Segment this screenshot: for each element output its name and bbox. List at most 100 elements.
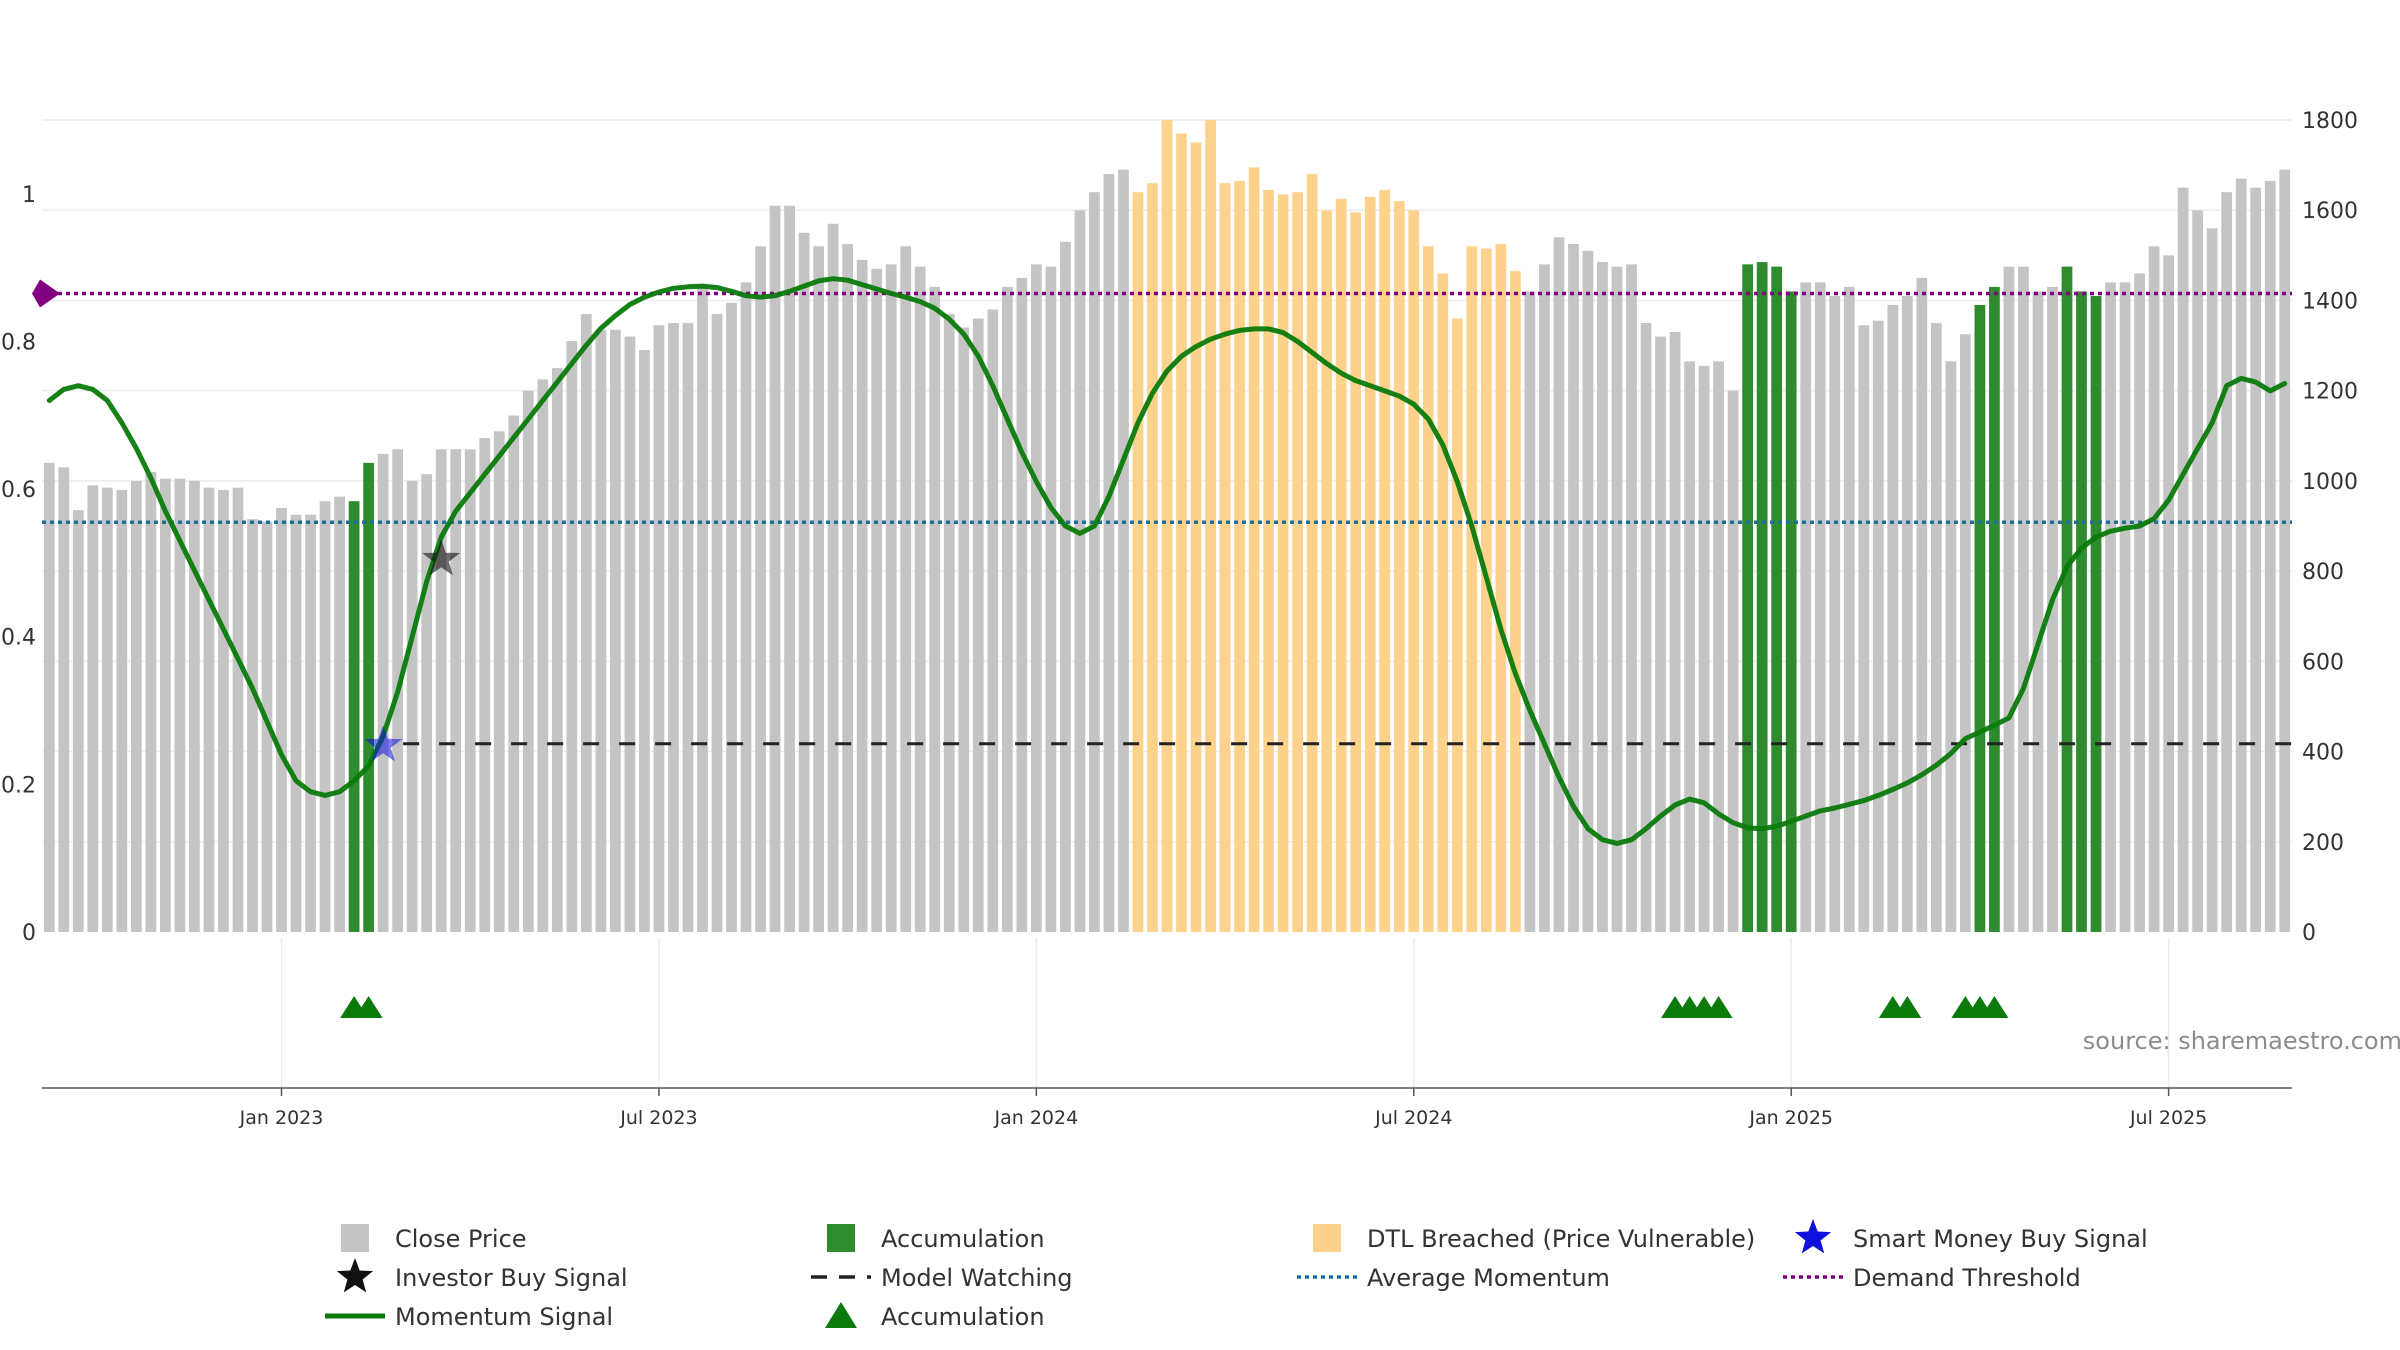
close-price-bar (697, 286, 708, 932)
close-price-bar (1887, 304, 1899, 932)
x-axis-tick-label: Jan 2024 (994, 1107, 1079, 1129)
momentum-layer (46, 276, 2288, 846)
close-price-bar (2003, 266, 2015, 933)
close-price-bar (464, 449, 476, 932)
left-axis-tick-label: 1 (22, 183, 36, 208)
close-price-bar (2221, 192, 2233, 932)
legend-item-smart_money: Smart Money Buy Signal (1794, 1219, 2148, 1254)
dtl-bar (1510, 271, 1521, 933)
right-axis-tick-label: 1600 (2302, 199, 2358, 224)
close-price-bar (610, 329, 621, 932)
dtl-bar (1248, 167, 1260, 932)
right-axis-tick-label: 200 (2302, 831, 2344, 856)
close-price-bar (189, 480, 200, 932)
close-price-bar (1727, 390, 1739, 933)
close-price-bar (1901, 295, 1913, 932)
accumulation-triangle (1980, 996, 2009, 1018)
close-price-bar (827, 223, 839, 932)
legend-label: Close Price (395, 1225, 527, 1253)
dtl-bar (1132, 192, 1144, 932)
close-price-bar (101, 487, 113, 932)
dtl-bar (1335, 198, 1347, 932)
accumulation-bar (2076, 291, 2087, 932)
accumulation-bar (1785, 291, 1797, 932)
right-axis-tick-label: 400 (2302, 741, 2344, 766)
legend-triangle (825, 1302, 857, 1328)
legend-label: Momentum Signal (395, 1303, 613, 1331)
close-price-bar (1684, 361, 1695, 932)
close-price-bar (145, 471, 157, 932)
close-price-bar (2018, 266, 2029, 933)
legend-label: Average Momentum (1367, 1264, 1610, 1292)
close-price-bar (639, 350, 650, 933)
close-price-bar (305, 514, 316, 932)
close-price-bar (726, 302, 737, 932)
close-price-bar (319, 501, 331, 932)
legend-label: Demand Threshold (1853, 1264, 2081, 1292)
close-price-bar (1640, 323, 1652, 932)
left-axis-tick-label: 0.2 (1, 773, 36, 798)
dtl-bar (1306, 174, 1318, 933)
close-price-bar (900, 246, 912, 933)
close-price-bar (987, 309, 999, 932)
dtl-bar (1437, 273, 1449, 932)
legend-label: Accumulation (881, 1225, 1045, 1253)
momentum-signal-line (46, 276, 2288, 846)
right-axis-tick-label: 600 (2302, 650, 2344, 675)
x-axis-tick-label: Jul 2025 (2129, 1107, 2207, 1129)
close-price-bar (421, 474, 433, 932)
close-price-bar (435, 449, 447, 932)
x-axis-tick-label: Jul 2023 (619, 1107, 697, 1129)
close-price-bar (2134, 273, 2145, 932)
legend-layer: Close Price Accumulation DTL Breached (Pri… (325, 1219, 2148, 1331)
close-price-bar (2047, 286, 2058, 932)
close-price-bar (668, 323, 679, 932)
close-price-bar (1016, 277, 1028, 932)
close-price-bar (1103, 174, 1115, 933)
dtl-bar (1277, 194, 1289, 932)
accumulation-bar (363, 462, 374, 932)
left-axis-tick-label: 0.8 (1, 330, 36, 355)
close-price-bar (943, 313, 955, 932)
close-price-bar (1539, 264, 1550, 932)
close-price-bar (1713, 361, 1724, 932)
close-price-bar (1597, 262, 1608, 933)
close-price-bar (1568, 244, 1579, 933)
close-price-bar (2235, 178, 2247, 933)
dtl-bar (1147, 183, 1158, 933)
close-price-bar (1074, 210, 1086, 932)
legend-item-dtl: DTL Breached (Price Vulnerable) (1313, 1224, 1755, 1253)
close-price-bar (1945, 361, 1957, 932)
right-axis-tick-label: 1200 (2302, 380, 2358, 405)
legend-label: Investor Buy Signal (395, 1264, 628, 1292)
close-price-bar (2148, 246, 2160, 933)
lower-panel-layer: Jan 2023 Jul 2023 Jan 2024 Jul 2024 Jan 2025… (42, 996, 2400, 1129)
close-price-bar (1814, 282, 1826, 932)
close-price-bar (87, 485, 99, 932)
dtl-bar (1161, 120, 1173, 932)
close-price-bar (842, 244, 854, 933)
close-price-bar (551, 368, 563, 933)
close-price-bar (2105, 282, 2116, 932)
legend-item-close: Close Price (341, 1224, 527, 1253)
close-price-bar (276, 507, 287, 932)
accumulation-bar (1742, 264, 1754, 932)
close-price-bar (58, 467, 70, 932)
close-price-bar (755, 246, 766, 933)
close-price-bar (247, 519, 258, 932)
close-price-bar (1872, 320, 1884, 932)
accumulation-bar (2061, 266, 2073, 933)
close-price-bar (1553, 237, 1565, 933)
close-price-bar (784, 205, 795, 932)
accumulation-triangle (1704, 996, 1733, 1018)
x-axis-tick-label: Jul 2024 (1374, 1107, 1452, 1129)
close-price-bar (813, 246, 824, 933)
axis-layer: 0 0.2 0.4 0.6 0.8 1 0 200 400 600 800 1000 1200 1400 1… (1, 109, 2358, 946)
smart-money-buy-signal (364, 725, 403, 762)
close-price-bar (232, 487, 244, 932)
close-price-bar (1118, 169, 1129, 933)
investor-buy-signal (422, 539, 461, 576)
close-price-bar (1626, 264, 1637, 932)
dtl-bar (1466, 246, 1478, 933)
close-price-bar (43, 462, 55, 932)
